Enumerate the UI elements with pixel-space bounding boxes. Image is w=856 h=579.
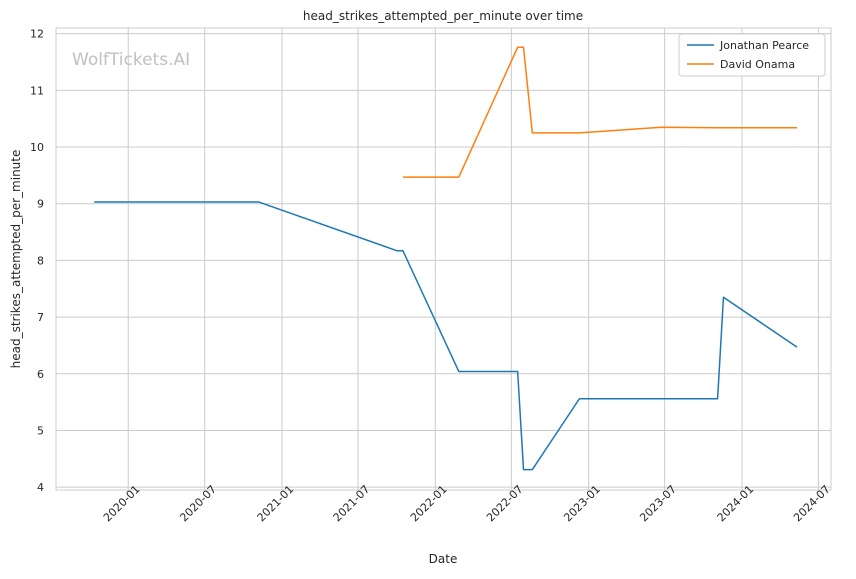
data-point-jonathan-pearce <box>577 397 581 401</box>
y-tick-label: 8 <box>37 254 44 267</box>
data-point-jonathan-pearce <box>716 397 720 401</box>
y-tick-label: 4 <box>37 481 44 494</box>
watermark: WolfTickets.AI <box>72 50 190 70</box>
x-tick-label: 2021-01 <box>255 483 297 525</box>
y-tick-label: 9 <box>37 198 44 211</box>
x-tick-label: 2024-01 <box>715 483 757 525</box>
data-point-david-onama <box>457 175 461 179</box>
y-tick-label: 5 <box>37 424 44 437</box>
grid-lines <box>56 28 831 490</box>
data-point-david-onama <box>401 175 405 179</box>
data-point-jonathan-pearce <box>401 249 405 253</box>
data-point-david-onama <box>716 126 720 130</box>
data-point-david-onama <box>516 45 520 49</box>
x-tick-label: 2024-07 <box>791 483 833 525</box>
x-tick-label: 2020-07 <box>177 483 219 525</box>
x-tick-label: 2020-01 <box>101 483 143 525</box>
axis-ticks: 2020-01 2020-07 2021-01 2021-07 2022-01 2022-… <box>30 28 833 525</box>
data-point-david-onama <box>522 45 526 49</box>
y-axis-label: head_strikes_attempted_per_minute <box>9 150 23 369</box>
x-tick-label: 2022-07 <box>484 483 526 525</box>
data-point-david-onama <box>577 131 581 135</box>
data-point-jonathan-pearce <box>257 200 261 204</box>
y-tick-label: 7 <box>37 311 44 324</box>
series-line-jonathan-pearce <box>94 201 798 471</box>
y-tick-label: 6 <box>37 368 44 381</box>
series-line-david-onama <box>402 46 797 178</box>
y-tick-label: 11 <box>30 84 44 97</box>
legend-label-jonathan-pearce: Jonathan Pearce <box>719 39 809 52</box>
x-tick-label: 2021-07 <box>331 483 373 525</box>
y-tick-label: 10 <box>30 141 44 154</box>
data-point-david-onama <box>530 131 534 135</box>
legend: Jonathan Pearce David Onama <box>678 33 826 77</box>
y-tick-label: 12 <box>30 28 44 41</box>
data-point-jonathan-pearce <box>530 468 534 472</box>
data-point-david-onama <box>795 126 799 130</box>
data-point-jonathan-pearce <box>457 370 461 374</box>
data-point-jonathan-pearce <box>92 200 96 204</box>
data-point-jonathan-pearce <box>395 249 399 253</box>
data-point-david-onama <box>660 125 664 129</box>
chart-title: head_strikes_attempted_per_minute over t… <box>303 9 583 23</box>
x-tick-label: 2022-01 <box>408 483 450 525</box>
series-lines <box>92 45 799 472</box>
data-point-jonathan-pearce <box>516 370 520 374</box>
plot-frame <box>55 27 832 491</box>
data-point-jonathan-pearce <box>721 295 725 299</box>
x-tick-label: 2023-01 <box>561 483 603 525</box>
data-point-jonathan-pearce <box>522 468 526 472</box>
legend-box <box>678 33 826 77</box>
x-axis-label: Date <box>429 552 458 566</box>
data-point-jonathan-pearce <box>795 345 799 349</box>
legend-label-david-onama: David Onama <box>720 58 795 71</box>
x-tick-label: 2023-07 <box>637 483 679 525</box>
